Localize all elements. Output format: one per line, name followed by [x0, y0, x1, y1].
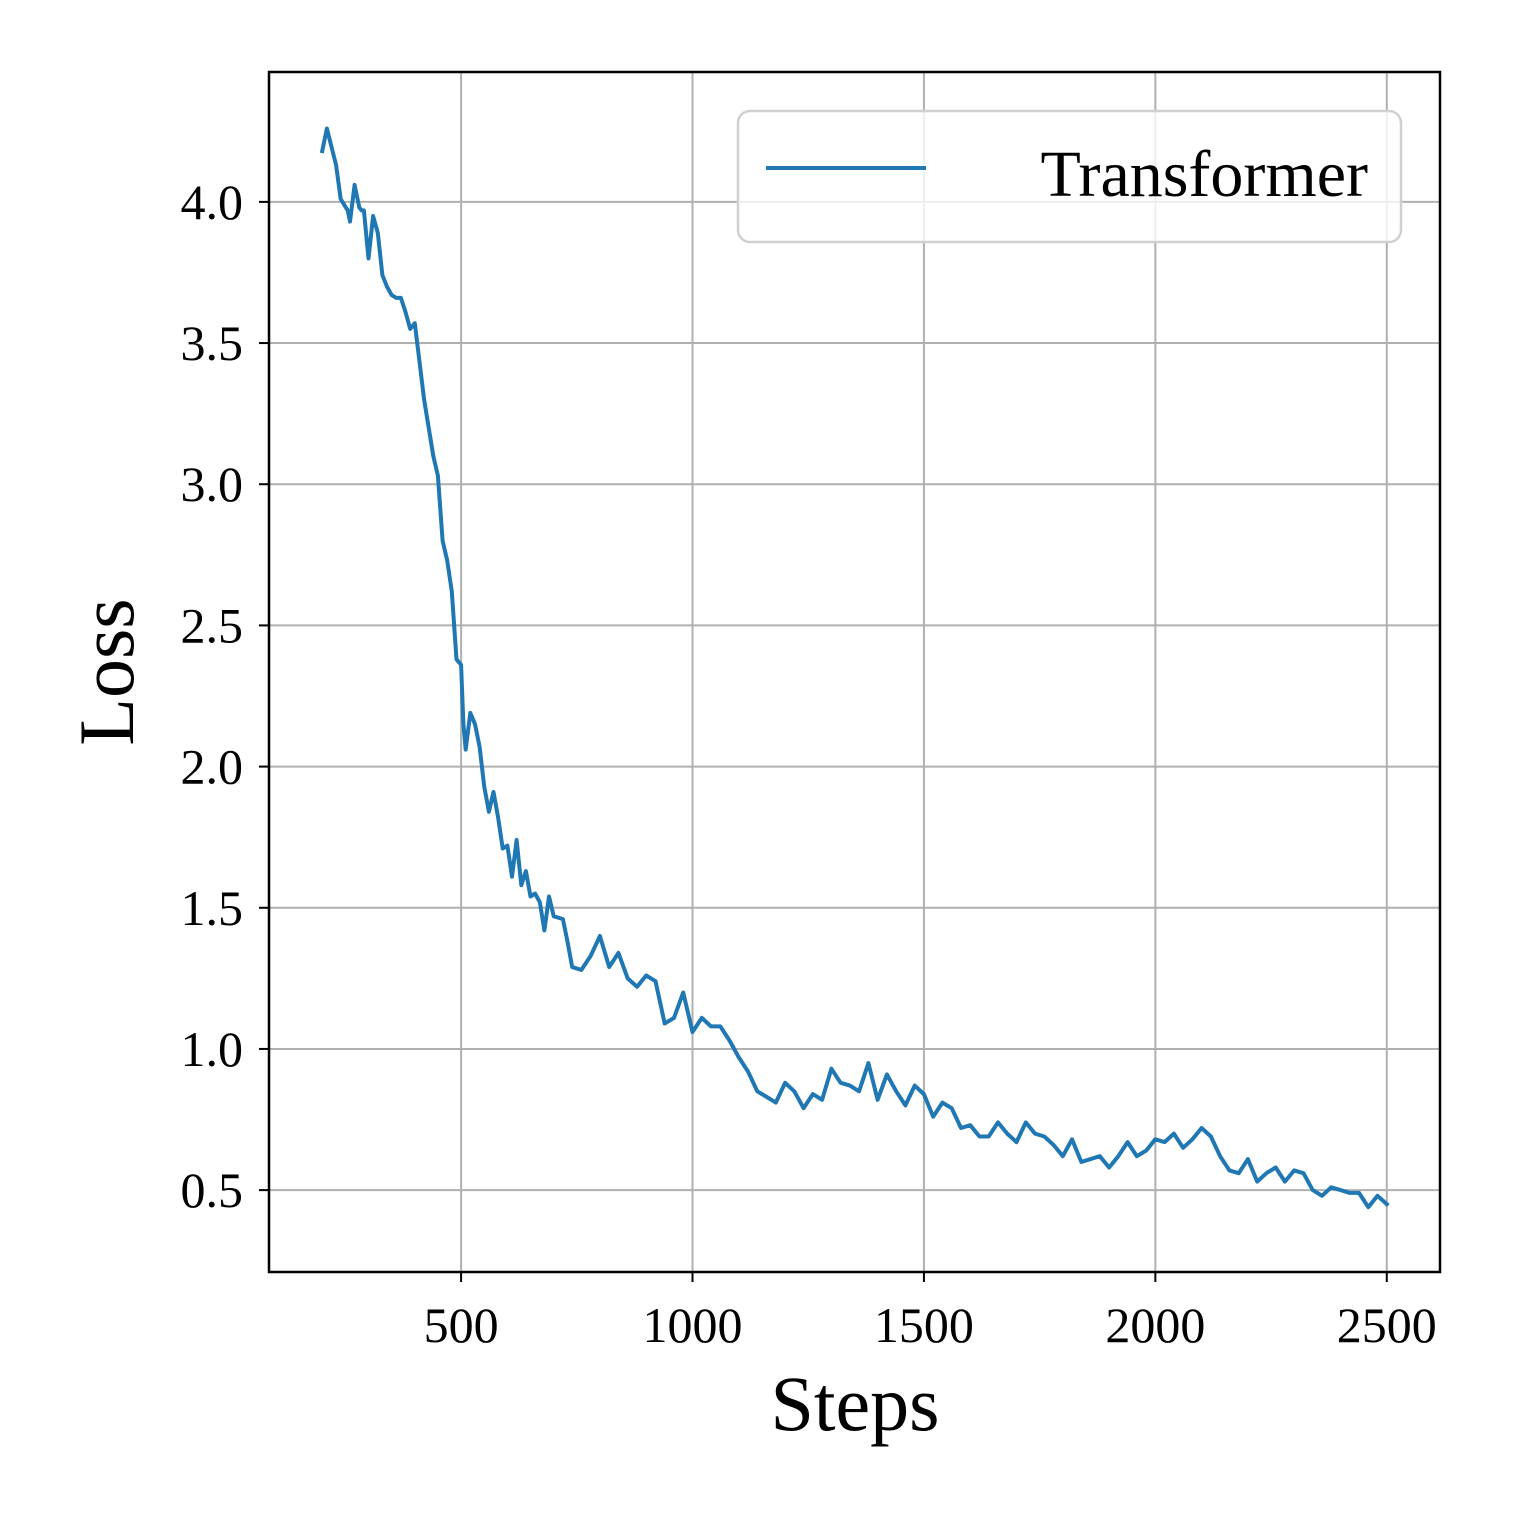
y-axis-label: Loss [63, 598, 150, 745]
y-tick-label: 3.5 [181, 315, 244, 371]
y-tick-label: 2.0 [181, 739, 244, 795]
y-tick-label: 3.0 [181, 456, 244, 512]
x-tick-label: 1500 [874, 1297, 974, 1353]
series-line-transformer [319, 126, 1390, 1210]
plot-frame [267, 70, 1442, 1274]
x-axis-label: Steps [770, 1360, 939, 1447]
y-tick-label: 0.5 [181, 1162, 244, 1218]
y-tick-label: 1.0 [181, 1021, 244, 1077]
grid [269, 72, 1440, 1272]
x-tick-label: 2500 [1337, 1297, 1437, 1353]
legend-box [736, 109, 1403, 244]
y-tick-label: 4.0 [181, 174, 244, 230]
x-tick-label: 500 [424, 1297, 499, 1353]
ticks: 500 1000 1500 2000 2500 0.5 1.0 1.5 2.0 2.5 3.0 3.5… [181, 174, 1437, 1353]
x-tick-label: 2000 [1105, 1297, 1205, 1353]
y-tick-label: 2.5 [181, 597, 244, 653]
legend: Transformer [736, 109, 1403, 244]
legend-label-transformer: Transformer [1040, 138, 1368, 211]
x-tick-label: 1000 [643, 1297, 743, 1353]
y-tick-label: 1.5 [181, 880, 244, 936]
